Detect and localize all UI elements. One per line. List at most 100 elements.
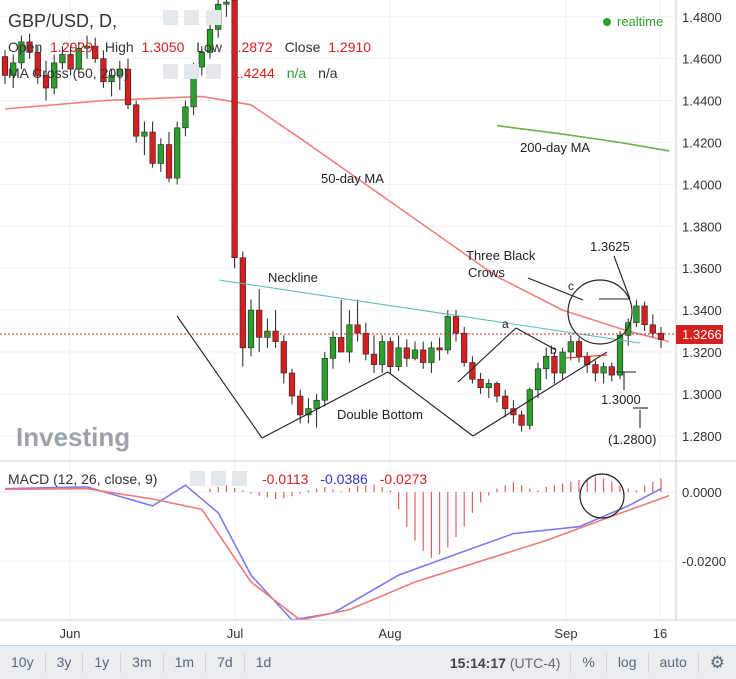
wave-a-leg	[457, 327, 517, 383]
target-3-label: (1.2800)	[608, 432, 656, 447]
log-scale-button[interactable]: log	[617, 654, 637, 670]
candle-down	[592, 364, 599, 374]
range-1m-button[interactable]: 1m	[174, 654, 195, 670]
candle-down	[124, 68, 132, 106]
close-icon[interactable]	[232, 471, 247, 486]
price-tick-label: 1.3200	[682, 345, 722, 360]
candle-up	[223, 1, 230, 5]
candle-down	[436, 347, 443, 351]
candle-down	[297, 395, 304, 416]
resistance-marker	[565, 354, 608, 359]
price-tick-label: 1.4400	[682, 94, 722, 109]
price-tick-label: 1.4000	[682, 177, 722, 192]
range-3m-button[interactable]: 3m	[132, 654, 152, 670]
candle-down	[575, 341, 583, 357]
three-black-annotation: Three Black	[466, 248, 536, 263]
candle-down	[387, 341, 394, 368]
candle-down	[256, 309, 263, 338]
macd-values: -0.0113 -0.0386 -0.0273	[262, 471, 427, 487]
timeframe-toolbar: 10y 3y 1y 3m 1m 7d 1d 15:14:17 (UTC-4) %…	[0, 645, 736, 679]
price-tick-label: 1.3000	[682, 387, 722, 402]
gear-icon[interactable]	[184, 64, 199, 79]
double-bottom-middle-right	[387, 371, 474, 437]
watermark-logo: Investing	[16, 422, 130, 452]
target-2-label: 1.3000	[601, 392, 641, 407]
candle-up	[83, 45, 91, 49]
price-chart[interactable]: GBP/USD, D, Open 1.2929 High 1.3050 Low …	[0, 0, 736, 645]
candle-down	[649, 324, 656, 334]
percent-scale-button[interactable]: %	[582, 654, 595, 670]
three-crows-pointer	[527, 277, 584, 301]
range-10y-button[interactable]: 10y	[11, 654, 34, 670]
eye-icon[interactable]	[163, 64, 178, 79]
time-axis: Jun Jul Aug Sep 16	[60, 626, 668, 641]
candle-up	[411, 349, 419, 359]
neckline-annotation: Neckline	[268, 270, 318, 285]
candle-down	[67, 54, 74, 70]
candle-up	[600, 366, 607, 374]
price-axis: 1.4800 1.4600 1.4400 1.4200 1.4000 1.3800 1.36…	[682, 10, 722, 444]
candle-up	[157, 144, 164, 164]
range-7d-button[interactable]: 7d	[217, 654, 233, 670]
range-1d-button[interactable]: 1d	[255, 654, 272, 670]
candle-down	[354, 324, 361, 334]
candle-up	[633, 305, 640, 324]
candle-up	[379, 341, 386, 365]
candle-down	[100, 58, 107, 83]
moving-averages	[4, 95, 670, 343]
price-tick-label: 1.3600	[682, 261, 722, 276]
macd-line	[4, 484, 662, 621]
eye-icon[interactable]	[163, 10, 178, 25]
wave-a-label: a	[502, 317, 509, 331]
candle-down	[657, 332, 665, 340]
double-bottom-middle-left	[261, 371, 389, 439]
pattern-drawings	[176, 255, 648, 519]
candle-up	[10, 62, 17, 76]
wave-b-label: b	[550, 343, 557, 357]
auto-scale-button[interactable]: auto	[659, 654, 687, 670]
candle-up	[108, 75, 115, 83]
crows-annotation: Crows	[468, 265, 505, 280]
candle-down	[149, 131, 156, 164]
candle-down	[231, 0, 238, 259]
time-tick-label: Aug	[378, 626, 401, 641]
candle-down	[608, 366, 615, 376]
time-tick-label: Sep	[554, 626, 577, 641]
candle-down	[239, 257, 246, 349]
candle-down	[288, 372, 296, 397]
candle-up	[206, 29, 214, 53]
wave-b-leg	[515, 327, 557, 351]
settings-gear-icon[interactable]: ⚙	[709, 653, 725, 672]
candle-up	[526, 389, 533, 426]
three-crows-circle	[567, 279, 633, 345]
ma200-line	[496, 124, 670, 152]
gear-icon[interactable]	[211, 471, 226, 486]
realtime-dot-icon	[603, 18, 611, 26]
candle-up	[428, 347, 435, 363]
candle-up	[321, 358, 328, 401]
ma-cross-label: MA Cross (50, 200)	[8, 65, 129, 81]
gear-icon[interactable]	[184, 10, 199, 25]
candle-up	[51, 62, 58, 89]
candle-down	[42, 75, 50, 89]
ohlc-readout: Open 1.2929 High 1.3050 Low 1.2872 Close…	[8, 39, 371, 55]
close-icon[interactable]	[206, 10, 221, 25]
candle-down	[510, 408, 517, 416]
eye-icon[interactable]	[190, 471, 205, 486]
close-icon[interactable]	[206, 64, 221, 79]
candle-down	[461, 332, 468, 363]
candle-down	[26, 41, 33, 53]
ma50-line	[4, 95, 670, 343]
target-1-leg	[613, 255, 631, 300]
ma50-annotation: 50-day MA	[321, 171, 384, 186]
range-3y-button[interactable]: 3y	[56, 654, 72, 670]
candle-up	[18, 41, 25, 64]
candle-down	[338, 337, 345, 353]
candle-down	[92, 45, 99, 59]
candle-down	[452, 316, 460, 334]
macd-cross-circle	[579, 473, 625, 519]
candle-up	[59, 54, 66, 64]
candle-down	[34, 52, 41, 76]
range-1y-button[interactable]: 1y	[94, 654, 110, 670]
ma-cross-values: 1.4244 n/a n/a	[232, 65, 338, 81]
